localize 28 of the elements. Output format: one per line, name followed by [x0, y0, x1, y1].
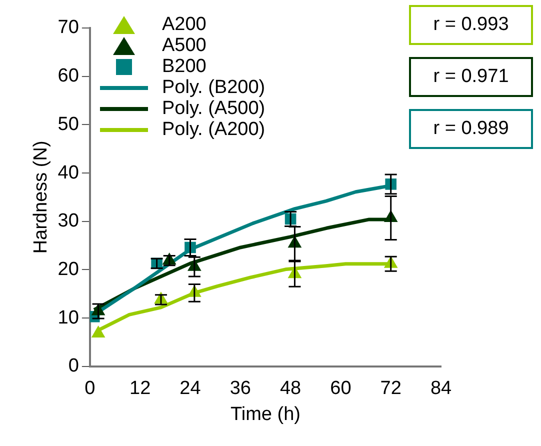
annotation: r = 0.989 [409, 109, 533, 149]
annotation: r = 0.993 [409, 5, 533, 45]
legend-label: A200 [162, 14, 206, 35]
y-tick-label: 50 [58, 114, 79, 135]
legend-label: Poly. (A200) [162, 119, 266, 140]
annotation: r = 0.971 [409, 57, 533, 97]
x-tick-label: 12 [130, 378, 151, 400]
x-tick-label: 72 [380, 378, 402, 400]
point [91, 326, 106, 338]
legend-label: Poly. (B200) [162, 77, 266, 98]
y-axis-title: Hardness (N) [30, 140, 52, 254]
y-tick-label: 60 [58, 66, 79, 87]
x-tick-label: 36 [230, 378, 251, 400]
x-tick-label: 60 [330, 378, 352, 400]
x-tick-label: 48 [280, 378, 302, 400]
x-tick-label: 84 [430, 378, 452, 400]
y-tick-label: 30 [58, 210, 79, 232]
x-tick-label: 0 [84, 378, 96, 400]
legend-label: A500 [162, 35, 206, 56]
y-tick-label: 0 [68, 356, 79, 377]
legend-label: B200 [162, 56, 206, 77]
y-tick-label: 40 [58, 162, 79, 184]
y-tick-label: 70 [58, 17, 79, 38]
y-tick-label: 20 [58, 258, 79, 280]
legend-label: Poly. (A500) [162, 98, 266, 119]
x-axis-title: Time (h) [230, 404, 300, 425]
y-tick-label: 10 [58, 307, 79, 328]
x-tick-label: 24 [180, 378, 202, 400]
